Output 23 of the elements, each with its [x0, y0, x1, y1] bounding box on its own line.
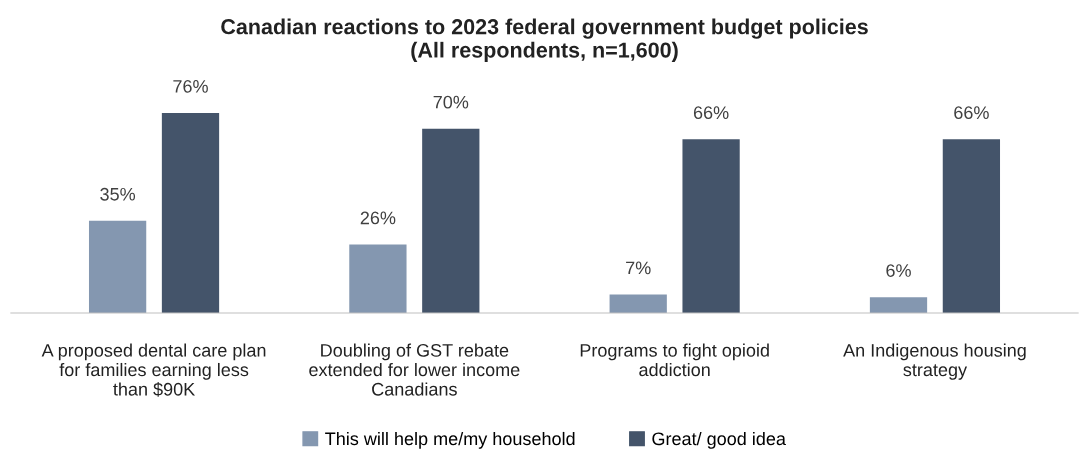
data-label: 26%	[360, 211, 396, 225]
bar	[422, 128, 480, 313]
bar	[609, 294, 667, 313]
data-label: 7%	[626, 261, 651, 275]
bar	[682, 139, 740, 313]
bar	[349, 244, 407, 313]
bar	[869, 297, 928, 313]
chart-title: Canadian reactions to 2023 federal government budget policies (All respondents, n=1,600)	[221, 18, 868, 62]
data-label: 70%	[433, 95, 469, 109]
legend-label: Great/ good idea	[652, 431, 786, 449]
data-label: 66%	[954, 106, 989, 120]
data-label: 6%	[886, 264, 911, 277]
x-tick-label: Programs to fight opioid addiction	[580, 343, 769, 377]
bar	[88, 220, 147, 313]
bar	[161, 113, 220, 313]
x-tick-label: Doubling of GST rebate extended for lower income Canadians	[309, 343, 520, 396]
data-label: 35%	[100, 187, 136, 201]
bar	[942, 139, 1001, 313]
data-label: 76%	[173, 79, 208, 93]
x-tick-label: An Indigenous housing strategy	[843, 343, 1026, 380]
legend-label: This will help me/my household	[325, 431, 575, 449]
x-tick-label: A proposed dental care plan for families earning less than $90K	[41, 343, 266, 397]
data-label: 66%	[693, 106, 729, 120]
